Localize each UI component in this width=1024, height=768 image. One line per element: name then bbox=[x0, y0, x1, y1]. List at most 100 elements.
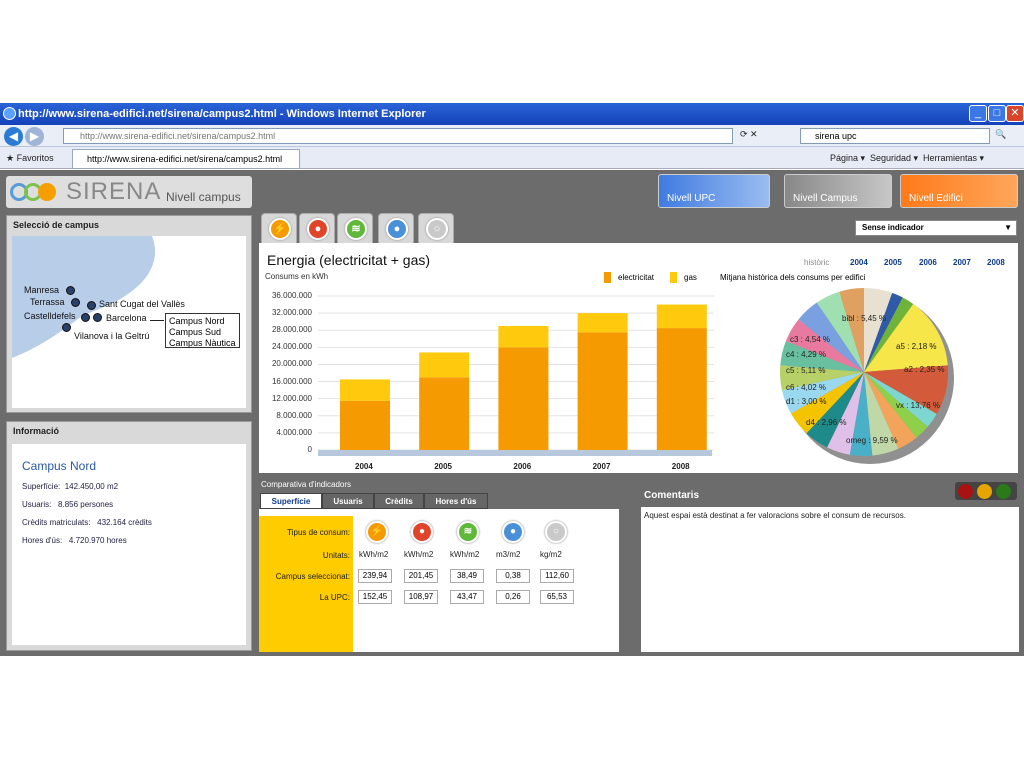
info-campus-name: Campus Nord bbox=[22, 459, 97, 473]
popup-campus-nautica[interactable]: Campus Nàutica bbox=[169, 338, 236, 348]
indicator-select[interactable]: Sense indicador ▼ bbox=[855, 220, 1017, 236]
comments-box[interactable]: Aquest espai està destinat a fer valorac… bbox=[641, 507, 1019, 652]
page-menu[interactable]: Página ▾ bbox=[830, 153, 866, 163]
pie-label: omeg : 9,59 % bbox=[846, 436, 898, 445]
tools-menu-label: Herramientas bbox=[923, 153, 978, 163]
tab-hores[interactable]: Hores d'ús bbox=[424, 493, 488, 509]
city-vilanova: Vilanova i la Geltrú bbox=[74, 331, 150, 341]
campus-map[interactable] bbox=[12, 236, 246, 408]
tab-credits[interactable]: Crèdits bbox=[374, 493, 424, 509]
nav-level-upc[interactable]: Nivell UPC bbox=[658, 174, 770, 208]
x-tick-label: 2008 bbox=[671, 462, 690, 471]
legend-electricity: electricitat bbox=[618, 273, 655, 282]
forward-button[interactable]: ▶ bbox=[25, 127, 44, 146]
campus-value-2: 38,49 bbox=[450, 569, 484, 583]
favorites-button[interactable]: ★ Favoritos bbox=[6, 153, 54, 163]
city-terrassa: Terrassa bbox=[30, 297, 65, 307]
pie-label: a5 : 2,18 % bbox=[896, 342, 937, 351]
pie-slice bbox=[780, 341, 864, 372]
green-light-icon[interactable] bbox=[996, 484, 1011, 499]
row-label-type: Tipus de consum: bbox=[287, 528, 350, 537]
nav-edifici-label: Nivell Edifici bbox=[909, 193, 963, 204]
bar-electricitat-2006 bbox=[498, 347, 549, 450]
upc-value-1: 108,97 bbox=[404, 590, 438, 604]
popup-campus-nord[interactable]: Campus Nord bbox=[169, 316, 225, 326]
unit-4: kg/m2 bbox=[540, 550, 562, 559]
legend-swatch-gas bbox=[670, 272, 677, 283]
year-link-2007[interactable]: 2007 bbox=[953, 258, 971, 267]
tab-superficie[interactable]: Superfície bbox=[260, 493, 322, 509]
close-button[interactable]: ✕ bbox=[1006, 105, 1024, 122]
yellow-light-icon[interactable] bbox=[977, 484, 992, 499]
maximize-button[interactable]: □ bbox=[988, 105, 1006, 122]
bar-gas-2005 bbox=[419, 352, 470, 378]
year-link-2008[interactable]: 2008 bbox=[987, 258, 1005, 267]
nav-upc-label: Nivell UPC bbox=[667, 193, 716, 204]
address-bar[interactable]: http://www.sirena-edifici.net/sirena/cam… bbox=[63, 128, 733, 144]
map-dot-barcelona[interactable] bbox=[93, 313, 102, 322]
legend-swatch-electricity bbox=[604, 272, 611, 283]
window-title: http://www.sirena-edifici.net/sirena/cam… bbox=[18, 108, 426, 120]
pie-label: bibl : 5,45 % bbox=[842, 314, 887, 323]
flame-icon: ≋ bbox=[345, 218, 367, 240]
comments-title: Comentaris bbox=[644, 490, 700, 501]
x-tick-label: 2004 bbox=[355, 462, 373, 471]
unit-2: kWh/m2 bbox=[450, 550, 480, 559]
row-label-units: Unitats: bbox=[322, 551, 350, 560]
tab-co2[interactable]: ○ bbox=[418, 213, 454, 243]
pie-slice bbox=[864, 297, 914, 372]
indicator-select-value: Sense indicador bbox=[862, 223, 924, 232]
y-tick-label: 24.000.000 bbox=[271, 342, 312, 352]
year-link-2004[interactable]: 2004 bbox=[850, 258, 868, 267]
logo-icon bbox=[10, 181, 62, 203]
x-tick-label: 2005 bbox=[434, 462, 452, 471]
tab-energy[interactable]: ⚡ bbox=[261, 213, 297, 243]
campus-value-3: 0,38 bbox=[496, 569, 530, 583]
red-light-icon[interactable] bbox=[958, 484, 973, 499]
pie-slice bbox=[839, 288, 864, 372]
tools-menu[interactable]: Herramientas ▾ bbox=[923, 153, 985, 163]
row-label-campus: Campus seleccionat: bbox=[275, 572, 350, 581]
pie-slice bbox=[864, 372, 899, 456]
search-input[interactable]: sirena upc bbox=[800, 128, 990, 144]
upc-value-4: 65,53 bbox=[540, 590, 574, 604]
tab-water[interactable]: ● bbox=[378, 213, 414, 243]
browser-tab[interactable]: http://www.sirena-edifici.net/sirena/cam… bbox=[72, 149, 300, 169]
year-link-2006[interactable]: 2006 bbox=[919, 258, 937, 267]
pie-label: c4 : 4,29 % bbox=[786, 350, 827, 359]
x-axis-base bbox=[318, 450, 712, 456]
city-santcugat: Sant Cugat del Vallès bbox=[99, 299, 185, 309]
year-link-historic[interactable]: històric bbox=[804, 258, 830, 267]
security-menu[interactable]: Seguridad ▾ bbox=[870, 153, 919, 163]
map-dot-vilanova[interactable] bbox=[62, 323, 71, 332]
pie-slice bbox=[864, 372, 917, 449]
map-dot-manresa[interactable] bbox=[66, 286, 75, 295]
pie-slice bbox=[864, 365, 948, 414]
nav-level-edifici[interactable]: Nivell Edifici bbox=[900, 174, 1018, 208]
tab-usuaris[interactable]: Usuaris bbox=[322, 493, 374, 509]
tab-hores-label: Hores d'ús bbox=[435, 497, 477, 506]
year-link-2005[interactable]: 2005 bbox=[884, 258, 902, 267]
info-row-hours: Hores d'ús: 4.720.970 hores bbox=[22, 536, 127, 545]
pie-slice bbox=[849, 372, 873, 456]
co2-icon: ○ bbox=[426, 218, 448, 240]
app-header: SIRENA Nivell campus bbox=[6, 176, 252, 208]
popup-campus-sud[interactable]: Campus Sud bbox=[169, 327, 222, 337]
tab-credits-label: Crèdits bbox=[385, 497, 413, 506]
tab-electricity[interactable]: ● bbox=[299, 213, 335, 243]
minimize-button[interactable]: _ bbox=[969, 105, 987, 122]
map-dot-castelldefels[interactable] bbox=[81, 313, 90, 322]
back-button[interactable]: ◀ bbox=[4, 127, 23, 146]
map-dot-terrassa[interactable] bbox=[71, 298, 80, 307]
campus-popup[interactable]: Campus Nord Campus Sud Campus Nàutica bbox=[165, 313, 240, 348]
refresh-icon[interactable]: ⟳ ✕ bbox=[740, 129, 758, 139]
map-dot-santcugat[interactable] bbox=[87, 301, 96, 310]
search-icon[interactable]: 🔍 bbox=[995, 129, 1007, 139]
y-tick-label: 12.000.000 bbox=[271, 393, 312, 403]
pie-slice bbox=[864, 292, 903, 372]
campus-panel-title: Selecció de campus bbox=[13, 220, 100, 230]
chevron-down-icon: ▼ bbox=[1004, 223, 1012, 232]
bar-gas-2006 bbox=[498, 325, 549, 348]
nav-level-campus[interactable]: Nivell Campus bbox=[784, 174, 892, 208]
tab-gas[interactable]: ≋ bbox=[337, 213, 373, 243]
